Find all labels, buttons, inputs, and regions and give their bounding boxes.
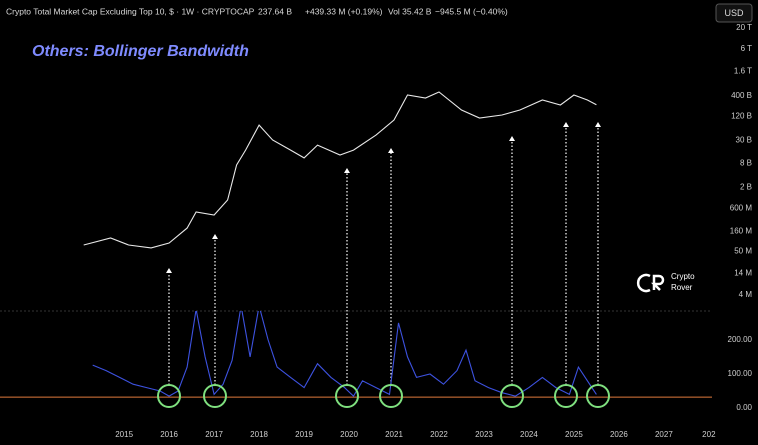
y-tick-label: 4 M	[739, 290, 753, 299]
x-tick-label: 2024	[520, 430, 538, 439]
chart-title: Others: Bollinger Bandwidth	[32, 43, 249, 60]
y-tick-label: 1.6 T	[734, 67, 752, 76]
y-tick-label: 100.00	[728, 369, 753, 378]
y-tick-label: 14 M	[734, 269, 752, 278]
highlight-circle	[379, 384, 403, 408]
highlight-circle	[500, 384, 524, 408]
arrow-heads	[166, 122, 601, 273]
header-price: 237.64 B	[258, 6, 292, 16]
y-tick-label: 2 B	[740, 183, 752, 192]
x-tick-label: 202	[702, 430, 716, 439]
highlight-circle	[335, 384, 359, 408]
highlight-circle	[554, 384, 578, 408]
x-tick-label: 2026	[610, 430, 628, 439]
header-symbol: Crypto Total Market Cap Excluding Top 10…	[6, 6, 255, 16]
series-line	[92, 311, 597, 397]
y-tick-label: 30 B	[736, 136, 752, 145]
y-tick-label: 200.00	[728, 335, 753, 344]
highlight-circle	[203, 384, 227, 408]
x-tick-label: 2018	[250, 430, 268, 439]
y-tick-label: 20 T	[736, 23, 752, 32]
arrow-head	[166, 268, 172, 273]
header-change: +439.33 M (+0.19%)	[305, 6, 383, 16]
y-tick-label: 8 B	[740, 159, 752, 168]
y-tick-label: 160 M	[730, 226, 753, 235]
series-line	[83, 91, 597, 249]
arrow-head	[344, 168, 350, 173]
x-tick-label: 2015	[115, 430, 133, 439]
arrow-head	[212, 234, 218, 239]
logo-icon	[636, 273, 665, 293]
highlight-circle	[157, 384, 181, 408]
logo-line2: Rover	[671, 283, 693, 292]
x-tick-label: 2020	[340, 430, 358, 439]
y-tick-label: 6 T	[741, 44, 753, 53]
y-tick-label: 600 M	[730, 203, 753, 212]
arrow-head	[509, 136, 515, 141]
x-tick-label: 2019	[295, 430, 313, 439]
y-tick-label: 400 B	[731, 91, 752, 100]
logo: Crypto Rover	[636, 272, 695, 293]
currency-label: USD	[724, 8, 744, 18]
x-tick-label: 2022	[430, 430, 448, 439]
y-tick-label: 50 M	[734, 246, 752, 255]
header-volume-change: −945.5 M (−0.40%)	[435, 6, 508, 16]
arrows	[168, 126, 599, 385]
x-tick-label: 2027	[655, 430, 673, 439]
x-tick-label: 2017	[205, 430, 223, 439]
x-tick-label: 2023	[475, 430, 493, 439]
currency-button[interactable]	[715, 3, 753, 23]
highlight-circle	[586, 384, 610, 408]
x-tick-label: 2025	[565, 430, 583, 439]
highlight-circles	[157, 384, 610, 408]
header-volume: Vol 35.42 B	[388, 6, 432, 16]
x-tick-label: 2016	[160, 430, 178, 439]
y-tick-label: 120 B	[731, 112, 752, 121]
y-tick-label: 0.00	[736, 403, 752, 412]
x-tick-label: 2021	[385, 430, 403, 439]
arrow-head	[388, 148, 394, 153]
logo-line1: Crypto	[671, 272, 695, 281]
arrow-head	[595, 122, 601, 127]
arrow-head	[563, 122, 569, 127]
